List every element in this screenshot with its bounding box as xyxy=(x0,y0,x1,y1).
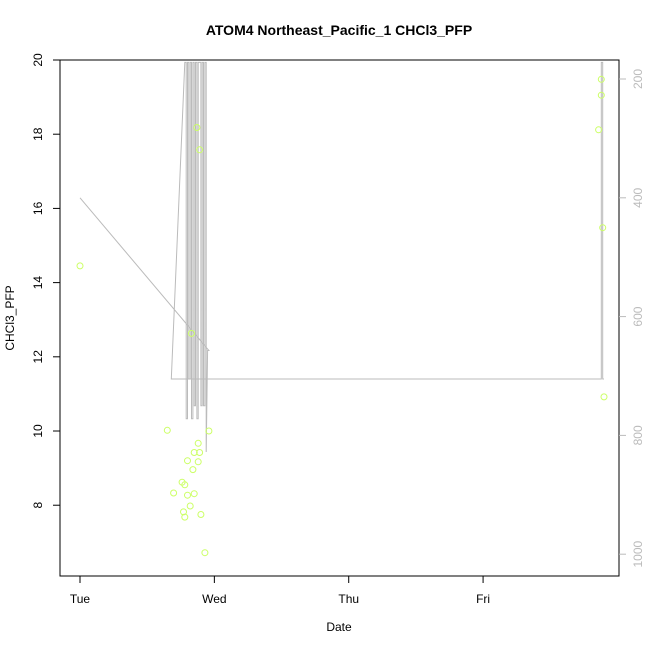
data-point xyxy=(186,502,194,510)
y-tick-label: 8 xyxy=(31,502,45,509)
series-points-layer xyxy=(76,75,608,557)
data-point xyxy=(600,393,608,401)
data-point xyxy=(163,426,171,434)
x-axis: Tue Wed Thu Fri xyxy=(70,576,490,606)
data-point xyxy=(201,549,209,557)
y2-tick-label: 1000 xyxy=(631,541,645,568)
data-point xyxy=(188,329,195,337)
series-line-layer xyxy=(79,61,604,453)
y-tick-label: 12 xyxy=(31,350,45,364)
y-axis-left: 8 10 12 14 16 18 20 xyxy=(31,53,60,509)
data-point xyxy=(196,146,204,154)
data-point xyxy=(597,75,605,83)
data-point xyxy=(190,449,198,456)
data-point xyxy=(194,458,202,466)
x-tick-label: Fri xyxy=(476,592,490,606)
y-tick-label: 14 xyxy=(31,276,45,290)
data-point xyxy=(597,91,605,99)
data-point xyxy=(595,126,603,134)
x-tick-label: Tue xyxy=(70,592,91,606)
y-axis-label: CHCl3_PFP xyxy=(3,285,17,350)
y2-tick-label: 200 xyxy=(631,69,645,89)
data-point xyxy=(180,508,187,516)
y2-tick-label: 800 xyxy=(631,425,645,445)
y2-tick-label: 400 xyxy=(631,187,645,207)
data-point xyxy=(205,427,213,435)
y-tick-label: 16 xyxy=(31,201,45,215)
data-point xyxy=(181,481,189,489)
y2-tick-label: 600 xyxy=(631,306,645,326)
series-line xyxy=(79,61,604,453)
y-tick-label: 20 xyxy=(31,53,45,67)
data-point xyxy=(193,124,201,131)
data-point xyxy=(197,511,205,518)
x-axis-label: Date xyxy=(326,620,352,634)
data-point xyxy=(190,490,198,498)
data-point xyxy=(181,513,189,521)
data-point xyxy=(189,466,197,474)
data-point xyxy=(184,457,191,465)
x-tick-label: Thu xyxy=(338,592,359,606)
plot-frame xyxy=(59,59,620,577)
y-tick-label: 10 xyxy=(31,424,45,438)
data-point xyxy=(196,449,204,456)
y-tick-label: 18 xyxy=(31,127,45,141)
data-point xyxy=(599,224,607,232)
y-axis-right: 200 400 600 800 1000 xyxy=(619,69,645,568)
data-point xyxy=(184,491,191,499)
data-point xyxy=(170,489,178,497)
x-tick-label: Wed xyxy=(202,592,226,606)
data-point xyxy=(194,439,202,447)
data-point xyxy=(76,262,84,270)
chart-title: ATOM4 Northeast_Pacific_1 CHCl3_PFP xyxy=(206,22,472,38)
